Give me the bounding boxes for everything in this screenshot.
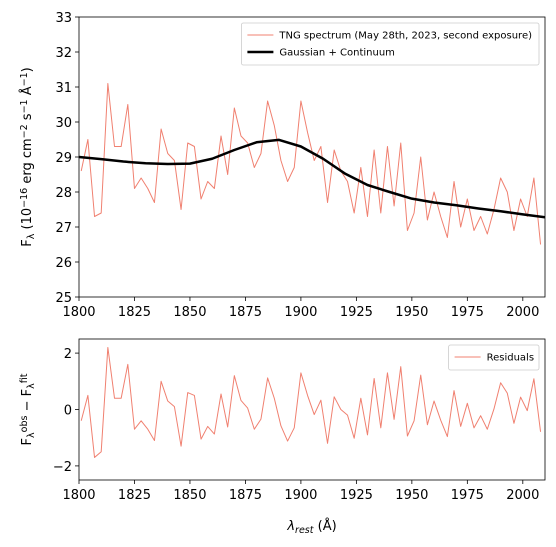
label-part: s xyxy=(20,113,35,124)
x-tick-label: 2000 xyxy=(506,305,539,320)
series-line xyxy=(79,138,545,219)
y-axis-label: Fλ (10−16 erg cm−2 s−1 Å−1) xyxy=(19,67,37,246)
label-part: −1 xyxy=(19,99,30,113)
label-part: λ xyxy=(26,233,37,239)
legend-label: Residuals xyxy=(487,353,534,364)
x-tick-label: 1825 xyxy=(118,488,151,503)
label-part: −1 xyxy=(19,72,30,86)
x-tick-label: 1850 xyxy=(173,488,206,503)
x-tick-label: 1800 xyxy=(62,488,95,503)
label-part: obs xyxy=(19,415,30,432)
legend-box xyxy=(448,344,540,371)
x-tick-label: 1800 xyxy=(62,305,95,320)
y-tick-label: 32 xyxy=(55,46,72,61)
label-part: λ xyxy=(286,519,295,534)
x-tick-label: 1975 xyxy=(451,305,484,320)
y-tick-label: 26 xyxy=(55,256,72,271)
y-tick-label: 30 xyxy=(55,116,72,131)
label-part: (10 xyxy=(20,208,35,234)
label-part: erg cm xyxy=(20,138,35,187)
label-part: λ xyxy=(26,432,37,438)
axes-frame xyxy=(78,16,546,298)
x-tick-label: 1900 xyxy=(284,488,317,503)
x-tick-label: 1875 xyxy=(229,488,262,503)
x-axis-label: λrest (Å) xyxy=(286,518,336,536)
label-part: fit xyxy=(19,373,30,383)
label-part: Å xyxy=(19,86,35,99)
label-part: ) xyxy=(20,67,35,72)
y-tick-label: 27 xyxy=(55,221,72,236)
y-tick-label: −2 xyxy=(53,460,72,475)
x-tick-label: 1850 xyxy=(173,305,206,320)
y-tick-label: 0 xyxy=(64,404,72,419)
x-tick-label: 1950 xyxy=(395,305,428,320)
x-tick-label: 1925 xyxy=(340,305,373,320)
x-tick-label: 1925 xyxy=(340,488,373,503)
series-line xyxy=(80,346,542,458)
y-tick-label: 28 xyxy=(55,186,72,201)
axes-frame xyxy=(78,338,546,481)
label-part: (Å) xyxy=(313,518,336,534)
label-part: − F xyxy=(20,389,35,416)
series-line xyxy=(80,83,542,245)
label-part: rest xyxy=(295,525,315,536)
legend-label: Gaussian + Continuum xyxy=(279,48,395,59)
label-part: F xyxy=(20,438,35,445)
x-tick-label: 1900 xyxy=(284,305,317,320)
x-tick-label: 2000 xyxy=(506,488,539,503)
label-part: −2 xyxy=(19,124,30,138)
legend-label: TNG spectrum (May 28th, 2023, second exp… xyxy=(278,31,532,42)
y-axis-label: Fλobs − Fλfit xyxy=(19,373,37,445)
y-tick-label: 2 xyxy=(64,347,72,362)
x-tick-label: 1825 xyxy=(118,305,151,320)
label-part: F xyxy=(20,239,35,246)
y-tick-label: 25 xyxy=(55,291,72,306)
label-part: λ xyxy=(26,383,37,389)
x-tick-label: 1875 xyxy=(229,305,262,320)
y-tick-label: 31 xyxy=(55,81,72,96)
y-tick-label: 29 xyxy=(55,151,72,166)
label-part: −16 xyxy=(19,188,30,208)
x-tick-label: 1975 xyxy=(451,488,484,503)
y-tick-label: 33 xyxy=(55,11,72,26)
legend-box xyxy=(240,22,540,66)
x-tick-label: 1950 xyxy=(395,488,428,503)
